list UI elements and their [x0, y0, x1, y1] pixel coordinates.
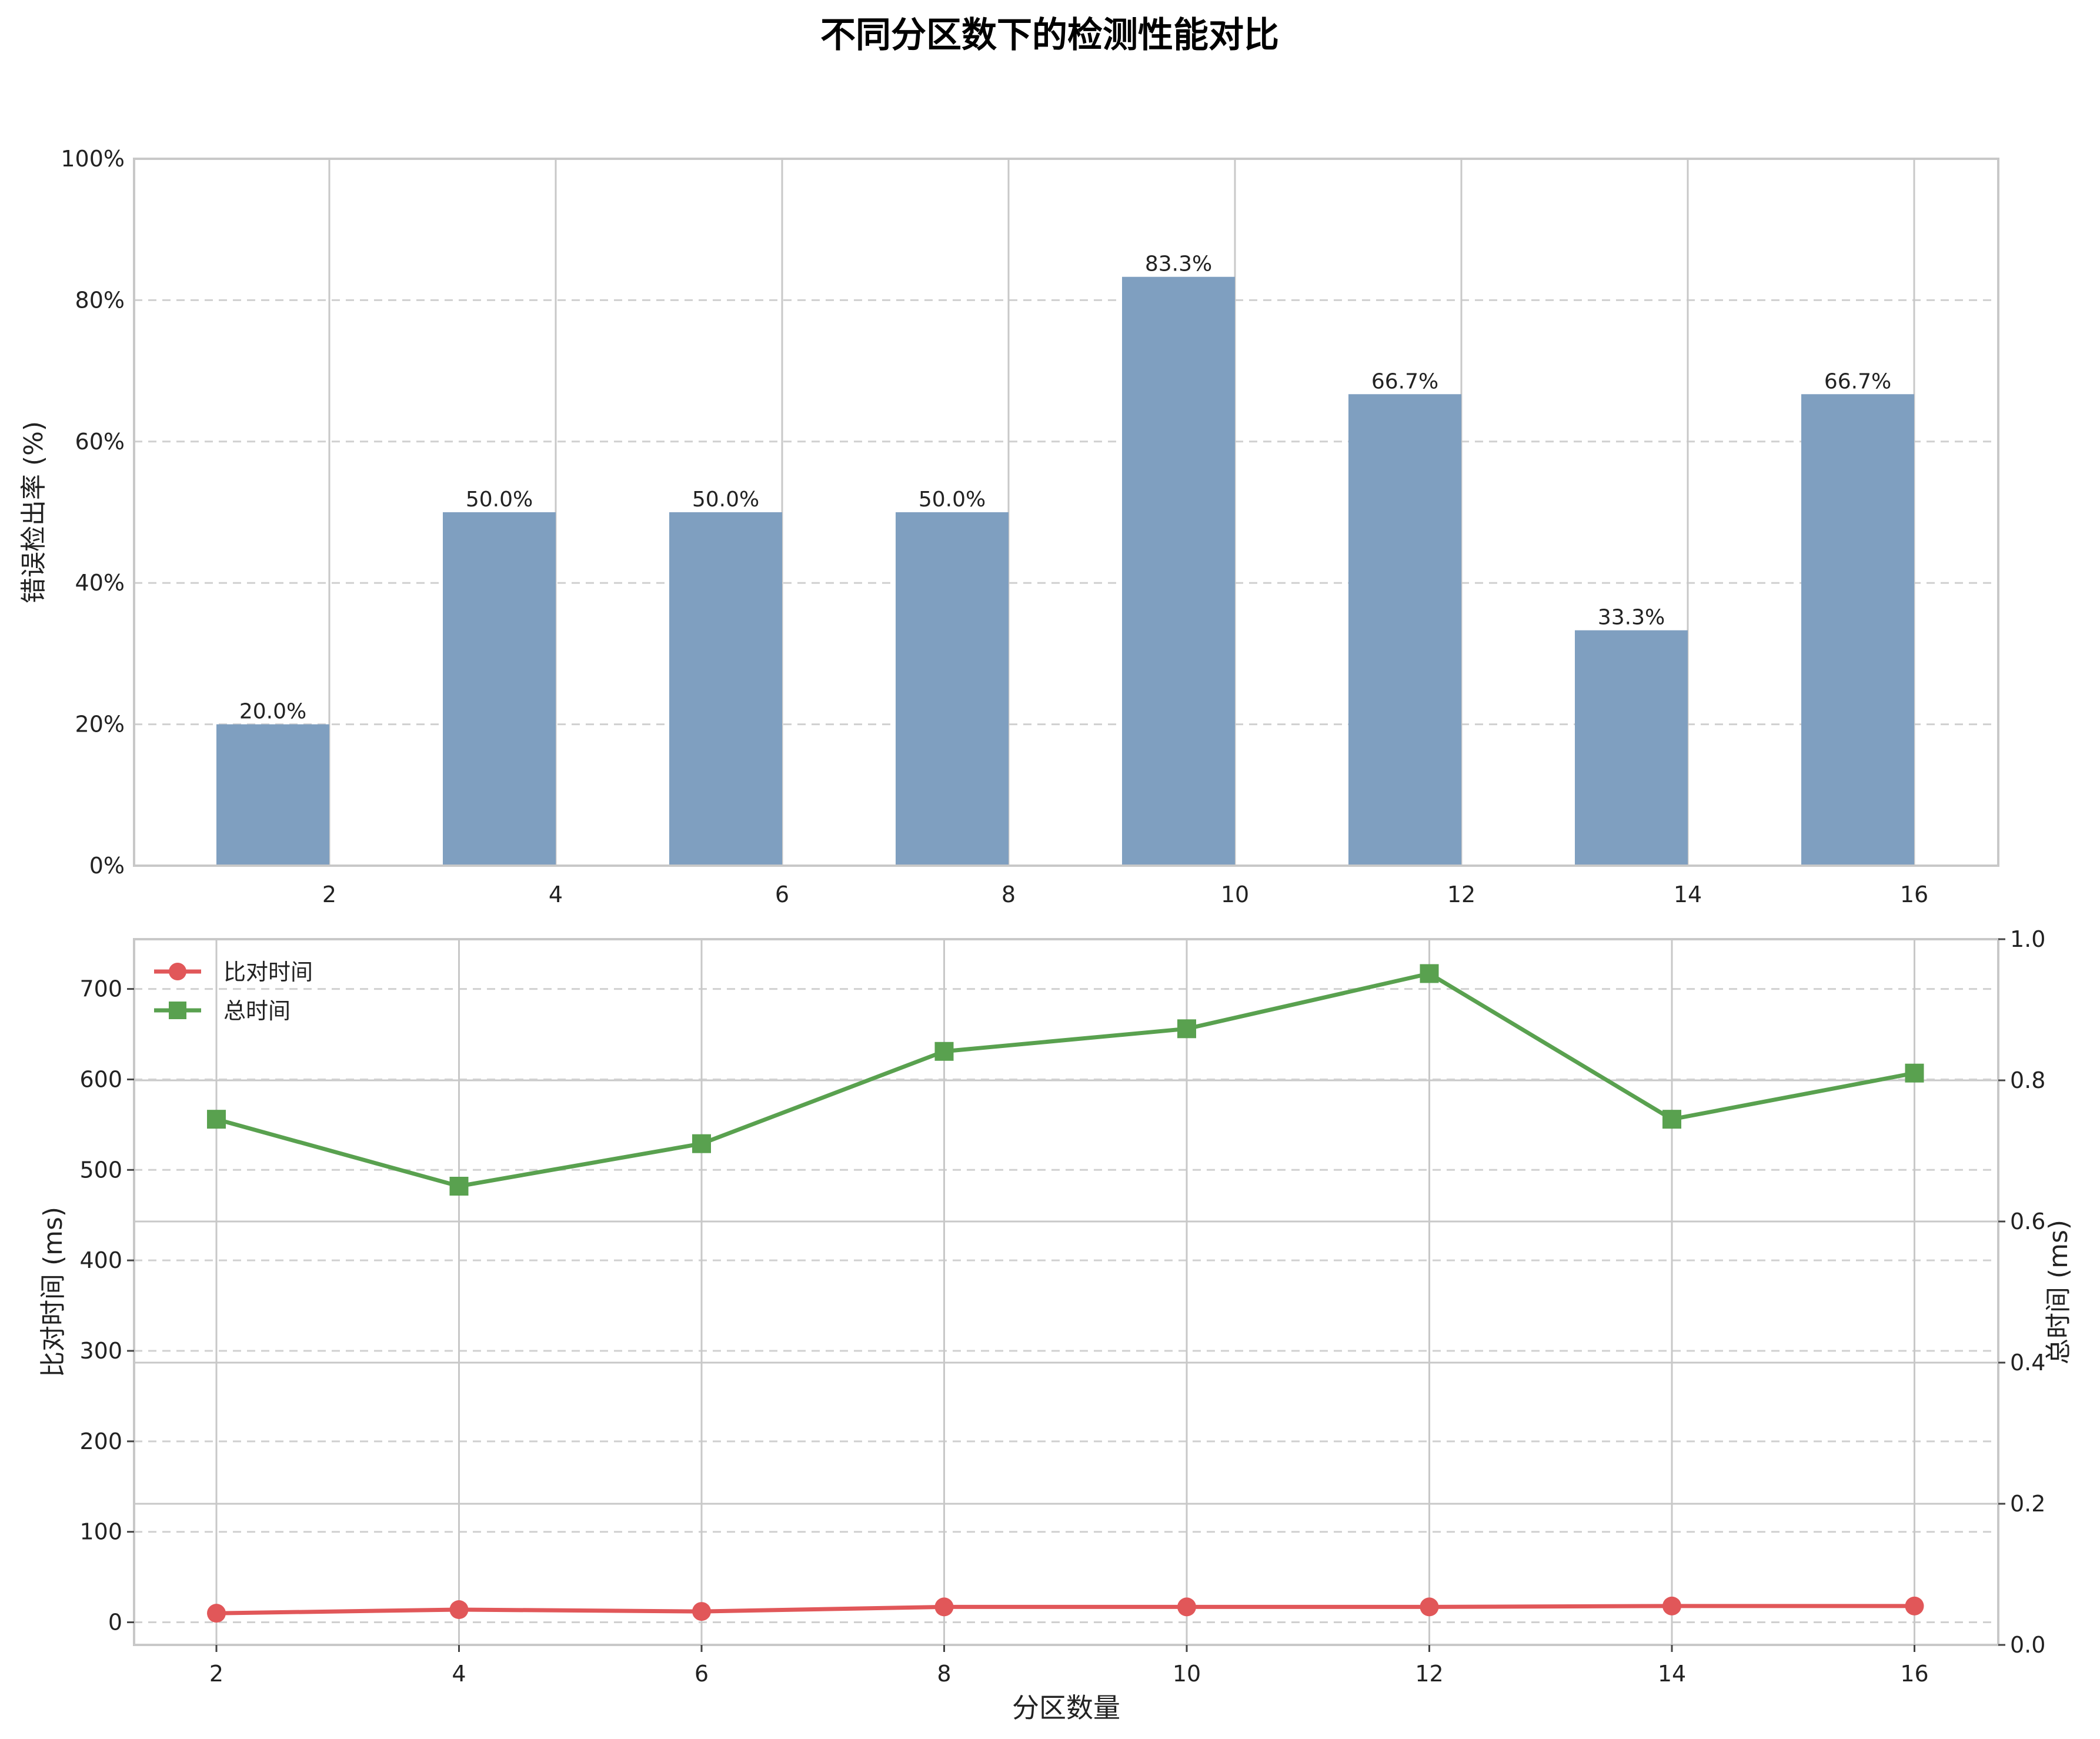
line-y-tick-label: 600 [79, 1066, 122, 1092]
line-y2-tick-label: 0.2 [2010, 1491, 2045, 1517]
bar-4 [443, 512, 556, 866]
bar-16 [1801, 394, 1914, 866]
line-y-axis-label: 比对时间 (ms) [38, 1207, 68, 1377]
bar-data-label: 50.0% [919, 488, 986, 512]
legend-label-总时间: 总时间 [223, 998, 291, 1024]
bar-x-tick-label: 10 [1221, 882, 1249, 907]
bar-8 [896, 512, 1009, 866]
line-x-tick-label: 14 [1658, 1661, 1686, 1687]
bar-12 [1348, 394, 1461, 866]
line-y-tick-label: 200 [79, 1428, 122, 1454]
line-x-tick-label: 10 [1173, 1661, 1201, 1687]
bar-x-tick-label: 16 [1900, 882, 1928, 907]
line-x-tick-label: 4 [452, 1661, 466, 1687]
bar-x-tick-label: 8 [1001, 882, 1016, 907]
line-y-tick-label: 400 [79, 1247, 122, 1273]
bar-y-tick-label: 80% [75, 287, 125, 313]
line-y2-axis-label: 总时间 (ms) [2044, 1220, 2074, 1364]
bar-x-tick-label: 2 [322, 882, 336, 907]
bar-y-tick-label: 0% [89, 853, 125, 879]
line-x-tick-label: 16 [1900, 1661, 1928, 1687]
series-line-比对时间 [216, 1604, 1915, 1615]
line-x-axis-label: 分区数量 [1012, 1692, 1120, 1724]
point-比对时间-4 [449, 1600, 469, 1619]
bar-y-tick-label: 100% [61, 146, 125, 172]
line-y-tick-label: 0 [108, 1610, 122, 1635]
bar-data-label: 66.7% [1371, 369, 1438, 393]
chart-title: 不同分区数下的检测性能对比 [820, 15, 1279, 56]
point-总时间-2 [207, 1110, 226, 1129]
bar-x-tick-label: 4 [549, 882, 563, 907]
bar-y-tick-label: 20% [75, 712, 125, 737]
bar-6 [669, 512, 782, 866]
bar-x-tick-label: 12 [1447, 882, 1475, 907]
legend-label-比对时间: 比对时间 [223, 959, 313, 985]
line-y2-tick-label: 0.4 [2010, 1350, 2045, 1376]
line-x-tick-label: 2 [209, 1661, 223, 1687]
bar-2 [216, 724, 329, 866]
line-y2-tick-label: 0.8 [2010, 1067, 2045, 1093]
line-y2-tick-label: 0.0 [2010, 1632, 2045, 1658]
point-总时间-4 [449, 1177, 469, 1196]
bar-y-tick-label: 60% [75, 429, 125, 455]
line-x-tick-label: 8 [937, 1661, 951, 1687]
point-总时间-16 [1905, 1063, 1924, 1083]
legend-marker-总时间 [169, 1002, 186, 1019]
bar-chart-frame [133, 158, 1999, 867]
bar-x-tick-label: 14 [1674, 882, 1702, 907]
point-总时间-12 [1420, 964, 1439, 983]
legend-marker-比对时间 [169, 963, 186, 980]
point-总时间-14 [1662, 1110, 1681, 1129]
series-line-总时间 [216, 971, 1915, 1189]
bar-data-label: 83.3% [1145, 252, 1212, 276]
point-比对时间-16 [1905, 1596, 1924, 1615]
point-比对时间-2 [207, 1604, 226, 1623]
line-y-tick-label: 700 [79, 976, 122, 1002]
bar-data-label: 66.7% [1824, 369, 1891, 393]
bar-data-label: 20.0% [239, 700, 306, 724]
line-y-tick-label: 500 [79, 1157, 122, 1183]
point-比对时间-8 [934, 1597, 954, 1617]
line-y2-tick-label: 0.6 [2010, 1209, 2045, 1234]
line-chart-frame [133, 938, 1999, 1646]
line-x-tick-label: 6 [695, 1661, 709, 1687]
bar-y-tick-label: 40% [75, 570, 125, 596]
point-总时间-10 [1177, 1019, 1196, 1039]
point-总时间-6 [692, 1134, 711, 1153]
line-x-tick-label: 12 [1415, 1661, 1443, 1687]
line-y-tick-label: 300 [79, 1338, 122, 1364]
bar-data-label: 50.0% [466, 488, 533, 512]
point-比对时间-10 [1177, 1597, 1196, 1617]
line-y2-tick-label: 1.0 [2010, 926, 2045, 952]
bar-data-label: 33.3% [1598, 606, 1665, 630]
bar-10 [1122, 276, 1235, 866]
point-总时间-8 [934, 1042, 954, 1061]
line-y-tick-label: 100 [79, 1519, 122, 1545]
point-比对时间-6 [692, 1602, 711, 1621]
point-比对时间-12 [1420, 1597, 1439, 1617]
bar-x-tick-label: 6 [775, 882, 789, 907]
bar-data-label: 50.0% [692, 488, 759, 512]
bar-14 [1575, 630, 1688, 866]
point-比对时间-14 [1662, 1596, 1681, 1615]
bar-y-axis-label: 错误检出率 (%) [19, 421, 49, 603]
